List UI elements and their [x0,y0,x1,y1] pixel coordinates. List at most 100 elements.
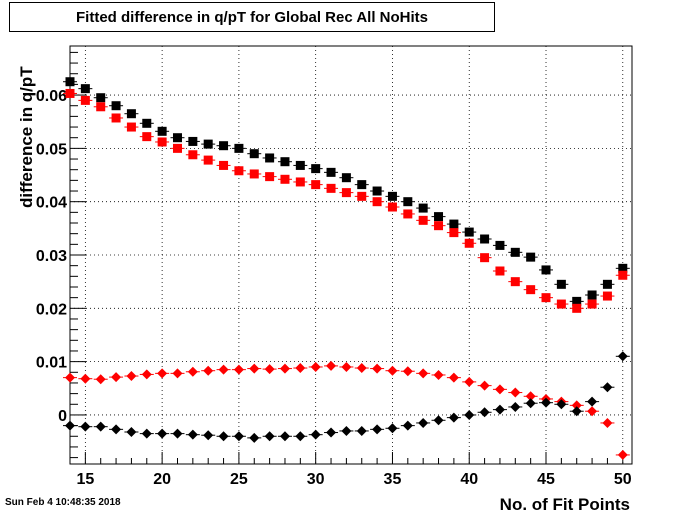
diamond-point [295,431,306,442]
chart-title: Fitted difference in q/pT for Global Rec… [76,9,428,26]
square-point [372,197,382,207]
diamond-point [141,369,152,380]
square-point [510,247,520,257]
x-axis-title: No. of Fit Points [500,495,630,514]
square-point [372,186,382,196]
diamond-point [95,421,106,432]
diamond-point [418,368,429,379]
diamond-point [464,376,475,387]
y-axis-title: difference in q/pT [17,66,36,208]
diamond-point [464,409,475,420]
square-point [96,102,106,112]
square-point [495,240,505,250]
data-points [63,77,630,460]
diamond-point [264,431,275,442]
diamond-point [157,428,168,439]
x-tick-label: 45 [537,471,555,488]
timestamp: Sun Feb 4 10:48:35 2018 [5,497,121,508]
diamond-point [541,397,552,408]
x-tick-label: 20 [153,471,171,488]
diamond-point [80,421,91,432]
square-point [203,155,213,165]
square-point [65,77,75,87]
square-point [219,160,229,170]
square-point [234,143,244,153]
square-point [403,209,413,219]
diamond-point [65,372,75,383]
square-point [126,109,136,119]
diamond-point [602,382,613,393]
diamond-point [326,427,337,438]
diamond-point [510,401,521,412]
diamond-point [479,380,490,391]
diamond-point [126,371,137,382]
diamond-point [326,360,337,371]
square-point [403,197,413,207]
square-point [111,113,121,123]
diamond-point [111,372,122,383]
square-point [618,263,628,273]
square-point [219,141,229,151]
diamond-point [433,369,444,380]
square-point [418,215,428,225]
square-point [280,157,290,167]
diamond-point [341,425,352,436]
diamond-point [448,372,459,383]
diamond-point [494,404,505,415]
square-point [326,183,336,193]
square-point [480,253,490,263]
square-point [464,227,474,237]
square-point [142,132,152,142]
diamond-point [80,373,91,384]
diamond-point [617,351,628,362]
square-point [541,265,551,275]
series-0 [63,77,630,306]
x-tick-label: 30 [307,471,325,488]
diamond-point [587,396,598,407]
diamond-point [479,407,490,418]
diamond-point [249,432,260,443]
y-tick-label: 0 [58,408,67,425]
diamond-point [418,417,429,428]
square-point [572,296,582,306]
diamond-point [187,429,198,440]
diamond-point [402,420,413,431]
diamond-point [141,428,152,439]
diamond-point [387,423,398,434]
square-point [341,173,351,183]
square-point [526,252,536,262]
square-point [188,136,198,146]
square-point [234,166,244,176]
square-point [602,279,612,289]
diamond-point [433,415,444,426]
square-point [357,191,367,201]
y-tick-label: 0.03 [36,248,67,265]
diamond-point [172,428,183,439]
square-point [449,219,459,229]
diamond-point [218,431,229,442]
diamond-point [111,424,122,435]
diamond-point [95,374,106,385]
square-point [449,228,459,238]
square-point [80,84,90,94]
x-tick-label: 25 [230,471,248,488]
diamond-point [233,364,244,375]
square-point [188,150,198,160]
diamond-point [310,429,321,440]
y-tick-label: 0.06 [36,88,67,105]
y-tick-label: 0.02 [36,301,67,318]
diamond-point [402,366,413,377]
diamond-point [279,363,290,374]
square-point [495,266,505,276]
square-point [311,180,321,190]
x-tick-label: 35 [384,471,402,488]
square-point [434,221,444,231]
square-point [80,95,90,105]
diamond-point [341,361,352,372]
square-point [526,285,536,295]
y-tick-label: 0.01 [36,355,67,372]
diamond-point [571,406,582,417]
diamond-point [587,406,598,417]
diamond-point [372,424,383,435]
diamond-point [187,366,198,377]
